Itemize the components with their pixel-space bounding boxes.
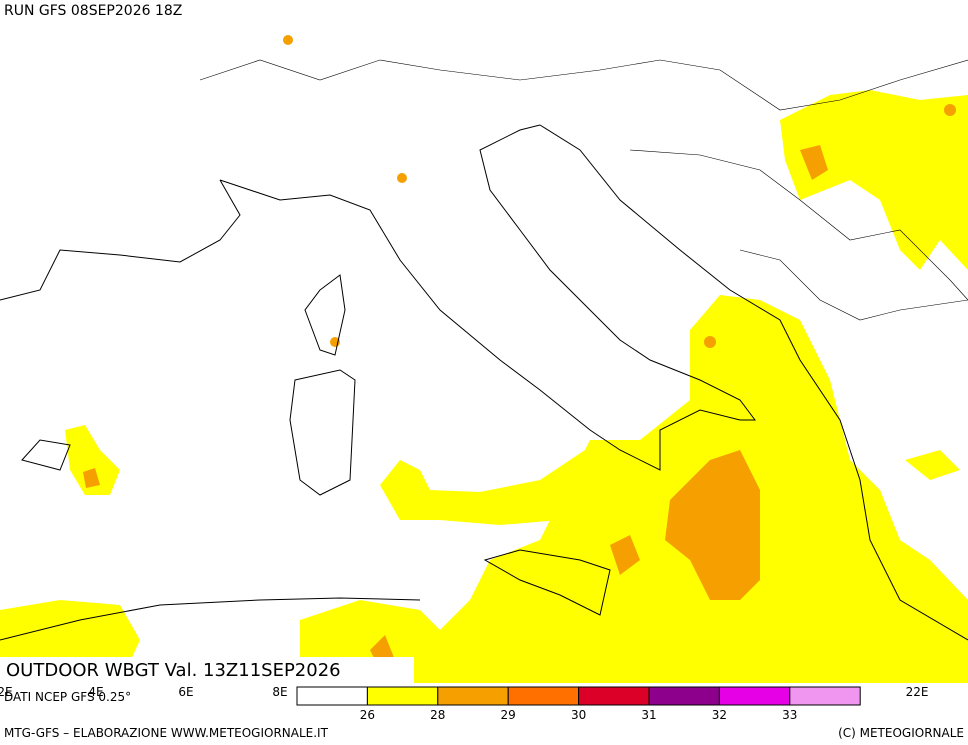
coastlines: [0, 59, 968, 641]
legend-label: 33: [782, 708, 797, 722]
legend-swatch: [437, 686, 509, 706]
legend-label: 29: [501, 708, 516, 722]
legend-swatch: [296, 686, 368, 706]
footer-left: MTG-GFS – ELABORAZIONE WWW.METEOGIORNALE…: [4, 726, 329, 740]
longitude-label: 22E: [906, 685, 929, 699]
longitude-label: 4E: [88, 685, 103, 699]
legend-label: 30: [571, 708, 586, 722]
legend-swatch: [578, 686, 650, 706]
legend-label: 31: [641, 708, 656, 722]
legend-swatch: [718, 686, 791, 706]
footer-right: (C) METEOGIORNALE: [838, 726, 964, 740]
title-box: [0, 657, 414, 684]
legend-swatch: [507, 686, 580, 706]
legend-label: 28: [430, 708, 445, 722]
longitude-label: 2E: [0, 685, 13, 699]
longitude-label: 8E: [272, 685, 287, 699]
legend-swatch: [648, 686, 720, 706]
run-label: RUN GFS 08SEP2026 18Z: [4, 3, 182, 19]
map-title: OUTDOOR WBGT Val. 13Z11SEP2026: [6, 660, 341, 681]
source-label: DATI NCEP GFS 0.25°: [4, 690, 131, 704]
longitude-labels: 2E 4E 6E 8E 22E: [0, 685, 928, 699]
legend: 26 28 29 30 31 32 33: [296, 686, 861, 722]
legend-label: 26: [360, 708, 375, 722]
wbgt-fields: [0, 35, 968, 683]
longitude-label: 6E: [178, 685, 193, 699]
legend-label: 32: [712, 708, 727, 722]
legend-swatch: [366, 686, 439, 706]
legend-swatch: [789, 686, 861, 706]
